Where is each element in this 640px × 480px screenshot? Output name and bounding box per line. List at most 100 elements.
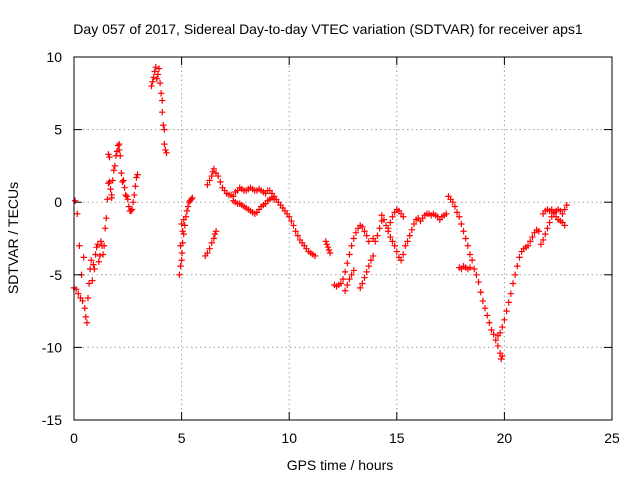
data-point bbox=[122, 191, 129, 199]
series-s17 bbox=[494, 226, 543, 339]
x-tick-label: 15 bbox=[389, 430, 405, 446]
x-tick-labels: 0 5 10 15 20 25 bbox=[70, 430, 620, 446]
data-point bbox=[326, 249, 334, 257]
data-point bbox=[363, 268, 370, 276]
data-point bbox=[96, 252, 104, 260]
data-point bbox=[471, 265, 478, 273]
data-point bbox=[387, 219, 394, 226]
data-point bbox=[400, 251, 407, 258]
data-point bbox=[214, 172, 222, 180]
data-point bbox=[100, 242, 108, 249]
data-point bbox=[341, 268, 349, 276]
x-tick-label: 25 bbox=[604, 430, 620, 446]
data-point bbox=[361, 274, 368, 281]
data-point bbox=[475, 278, 482, 286]
data-point bbox=[529, 233, 536, 241]
data-point bbox=[359, 280, 366, 287]
data-point bbox=[125, 203, 133, 210]
data-point bbox=[75, 290, 82, 297]
data-point bbox=[82, 313, 90, 321]
data-point bbox=[181, 222, 189, 229]
data-point bbox=[410, 220, 418, 228]
data-point bbox=[497, 355, 505, 363]
data-point bbox=[97, 238, 105, 245]
data-point bbox=[178, 249, 186, 257]
data-point bbox=[204, 249, 211, 257]
data-point bbox=[527, 238, 534, 245]
data-point bbox=[151, 68, 158, 75]
data-point bbox=[348, 242, 355, 249]
axis-ticks bbox=[73, 56, 613, 421]
data-point bbox=[131, 191, 138, 199]
data-point bbox=[380, 216, 388, 223]
data-point bbox=[132, 183, 139, 190]
y-tick-label: -10 bbox=[42, 339, 62, 355]
data-point bbox=[339, 275, 347, 283]
data-point bbox=[211, 230, 219, 238]
data-point bbox=[479, 297, 487, 305]
chart-title: Day 057 of 2017, Sidereal Day-to-day VTE… bbox=[73, 21, 583, 37]
data-point bbox=[206, 245, 213, 252]
data-point bbox=[516, 254, 523, 261]
data-point bbox=[511, 271, 519, 278]
y-tick-label: -5 bbox=[50, 267, 63, 283]
data-point bbox=[344, 259, 351, 267]
data-point bbox=[109, 177, 116, 184]
data-point bbox=[473, 271, 480, 278]
data-point bbox=[496, 329, 504, 337]
data-point bbox=[391, 242, 398, 249]
data-point bbox=[157, 90, 165, 97]
x-tick-label: 20 bbox=[497, 430, 513, 446]
data-point bbox=[119, 178, 126, 186]
data-point bbox=[389, 238, 396, 245]
data-point bbox=[120, 177, 127, 184]
data-point bbox=[123, 193, 130, 200]
data-point bbox=[509, 280, 517, 287]
data-point bbox=[363, 232, 370, 239]
grid-lines bbox=[74, 57, 612, 420]
data-point bbox=[449, 199, 456, 206]
data-point bbox=[542, 230, 549, 238]
data-point bbox=[350, 235, 357, 242]
data-point bbox=[99, 251, 107, 258]
data-point bbox=[154, 71, 162, 78]
data-point bbox=[209, 168, 217, 175]
y-tick-label: 0 bbox=[54, 194, 62, 210]
series-s11 bbox=[357, 252, 377, 292]
data-point bbox=[505, 299, 512, 306]
data-point bbox=[105, 180, 112, 187]
series-s5 bbox=[202, 228, 220, 260]
data-point bbox=[163, 149, 170, 157]
data-point bbox=[369, 252, 377, 260]
data-point bbox=[481, 304, 489, 312]
data-point bbox=[156, 79, 164, 87]
data-point bbox=[292, 228, 299, 235]
data-point bbox=[372, 238, 379, 245]
data-point bbox=[178, 257, 185, 264]
data-points bbox=[70, 63, 571, 363]
data-point bbox=[367, 257, 375, 264]
data-point bbox=[378, 212, 385, 219]
series-s15 bbox=[445, 193, 506, 363]
data-point bbox=[105, 151, 112, 158]
data-point bbox=[346, 275, 353, 283]
data-point bbox=[79, 297, 86, 305]
data-point bbox=[134, 171, 141, 178]
data-point bbox=[184, 203, 192, 210]
series-s13 bbox=[378, 206, 407, 232]
data-point bbox=[376, 225, 383, 232]
data-point bbox=[507, 290, 515, 297]
y-tick-label: 5 bbox=[54, 122, 62, 138]
data-point bbox=[212, 228, 220, 235]
data-point bbox=[102, 225, 109, 232]
data-point bbox=[150, 74, 157, 81]
data-point bbox=[402, 242, 409, 249]
y-tick-label: 10 bbox=[46, 49, 62, 65]
data-point bbox=[537, 241, 545, 248]
data-point bbox=[114, 142, 122, 149]
data-point bbox=[206, 177, 213, 184]
series-s12 bbox=[369, 217, 385, 245]
data-point bbox=[121, 184, 128, 191]
data-point bbox=[89, 277, 96, 284]
series-s2 bbox=[97, 140, 141, 258]
